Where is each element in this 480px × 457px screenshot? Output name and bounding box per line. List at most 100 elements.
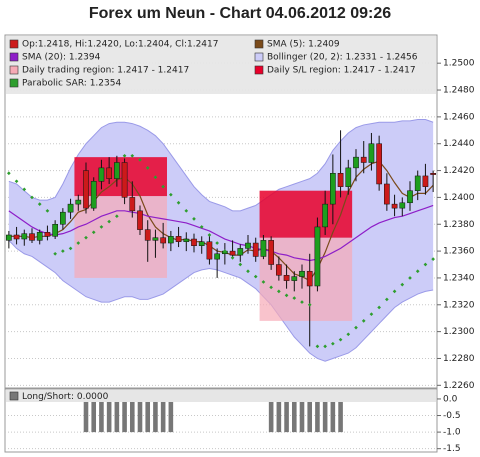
candle-body	[268, 240, 274, 265]
candle-body	[314, 226, 321, 287]
bar	[99, 398, 104, 433]
sar-dot	[84, 235, 88, 240]
trading-region	[74, 196, 167, 278]
sar-dot	[385, 297, 389, 302]
candle-body	[214, 253, 220, 260]
legend-label: Bollinger (20, 2): 1.2331 - 1.2456	[267, 53, 418, 63]
sar-dot	[76, 241, 81, 245]
candle-body	[152, 237, 159, 241]
candle-body	[206, 241, 213, 260]
candle-body	[13, 234, 20, 240]
candle-body	[129, 197, 136, 212]
sar-dot	[207, 233, 212, 237]
candle-body	[283, 275, 290, 281]
y-tick-label: 1.2300	[443, 327, 475, 337]
band-line	[8, 119, 434, 212]
bar	[307, 398, 313, 433]
bar	[91, 398, 97, 433]
bar	[276, 398, 282, 433]
sar-dot	[53, 251, 57, 256]
chart-title: Forex um Neun - Chart 04.06.2012 09:26	[89, 5, 391, 22]
sar-dot	[423, 262, 428, 267]
candle-body	[160, 237, 166, 244]
y-tick-label: 1.2380	[443, 220, 475, 230]
bar	[338, 398, 343, 433]
candle-body	[229, 250, 236, 256]
candle-body	[376, 143, 382, 185]
sar-dot	[161, 184, 165, 189]
sar-dot	[354, 325, 358, 330]
bar	[315, 398, 320, 433]
sar-dot	[408, 276, 412, 280]
bar	[168, 398, 174, 433]
candle-body	[260, 240, 267, 257]
sar-dot	[115, 214, 119, 219]
y-tick-label: 1.2460	[443, 112, 475, 122]
candle-body	[368, 143, 375, 163]
candle-body	[137, 210, 143, 230]
legend-swatch	[9, 52, 19, 62]
sar-dot	[377, 305, 381, 310]
candle-body	[144, 229, 151, 241]
sar-dot	[215, 241, 219, 245]
candle-body	[399, 202, 406, 209]
candle-body	[430, 172, 436, 175]
sar-dot	[230, 255, 235, 260]
candle-body	[330, 172, 336, 205]
sar-dot	[323, 344, 327, 349]
bar	[268, 398, 274, 433]
candle-body	[291, 276, 298, 281]
bar	[291, 398, 297, 433]
candle-body	[183, 238, 190, 242]
bar	[137, 398, 143, 433]
sar-dot	[361, 319, 366, 323]
candle-body	[237, 248, 244, 256]
bar	[153, 398, 158, 433]
legend-label: Daily trading region: 1.2417 - 1.2417	[22, 66, 189, 76]
y-tick-label: 1.2440	[443, 139, 475, 149]
candle-body	[60, 211, 66, 225]
legend-label: SMA (5): 1.2409	[267, 40, 340, 50]
legend-label: Parabolic SAR: 1.2354	[22, 79, 121, 89]
candle-body	[21, 233, 28, 240]
candle-body	[175, 236, 182, 242]
candle-body	[414, 175, 421, 191]
sar-dot	[199, 225, 204, 229]
band-line	[8, 240, 434, 362]
y-tick-label: 1.2320	[443, 300, 475, 310]
candle-body	[191, 238, 197, 246]
sar-dot	[122, 153, 127, 158]
candle-body	[407, 190, 413, 204]
sar-dot	[415, 269, 420, 274]
sar-dot	[261, 280, 266, 284]
sar-dot	[300, 300, 304, 304]
bar	[106, 398, 112, 433]
sar-dot	[253, 274, 258, 279]
candle-body	[322, 203, 328, 228]
sar-dot	[246, 269, 250, 274]
y-tick-label: 1.2480	[443, 86, 475, 96]
sar-dot	[145, 166, 150, 170]
candle-body	[337, 172, 344, 187]
sar-dot	[277, 289, 281, 294]
bar	[284, 398, 289, 433]
legend-swatch	[9, 39, 19, 49]
sar-dot	[315, 344, 320, 349]
sar-dot	[307, 302, 312, 307]
y-tick-label: 0.0	[443, 394, 458, 404]
candle-body	[83, 170, 89, 209]
bar	[114, 398, 120, 433]
candle-body	[306, 270, 313, 287]
candle-body	[276, 264, 282, 276]
candle-body	[36, 232, 43, 241]
bar	[299, 398, 305, 433]
candle-body	[52, 224, 58, 237]
bar	[330, 398, 336, 433]
legend-label: Daily S/L region: 1.2417 - 1.2417	[267, 66, 416, 76]
sl-region	[259, 190, 353, 238]
candle-body	[98, 167, 105, 182]
legend-label: Long/Short: 0.0000	[22, 392, 109, 402]
sar-dot	[91, 230, 96, 235]
candle-body	[384, 183, 390, 205]
